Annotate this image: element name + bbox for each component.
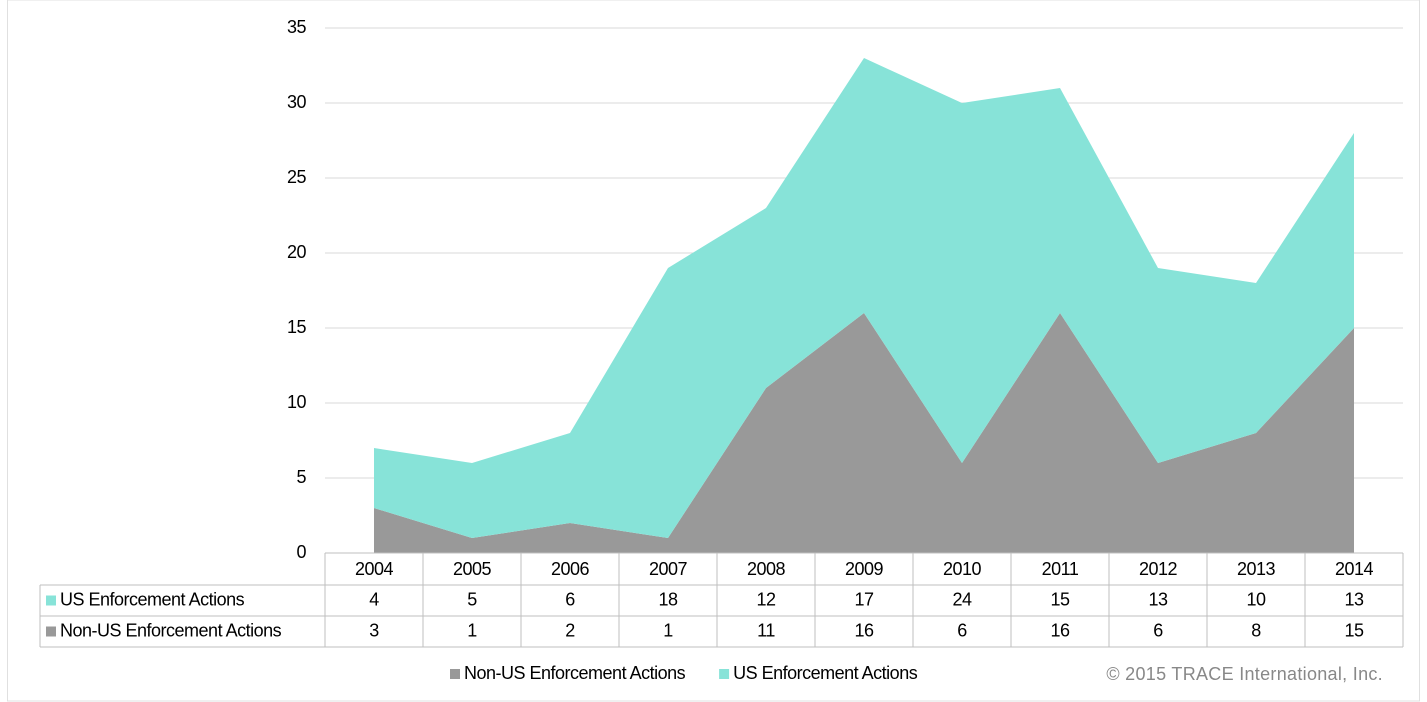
x-tick-label: 2013 (1237, 559, 1276, 579)
table-cell: 5 (467, 589, 477, 609)
table-cell: 3 (369, 620, 379, 640)
x-tick-label: 2008 (747, 559, 786, 579)
table-cell: 8 (1251, 620, 1261, 640)
table-cell: 6 (565, 589, 575, 609)
frame (7, 0, 1420, 702)
table-cell: 13 (1148, 589, 1168, 609)
x-tick-label: 2005 (453, 559, 492, 579)
legend-label: US Enforcement Actions (733, 663, 918, 683)
x-tick-label: 2012 (1139, 559, 1178, 579)
area (374, 313, 1354, 553)
legend-swatch (450, 669, 460, 679)
x-tick-label: 2011 (1042, 559, 1079, 579)
x-tick-label: 2014 (1335, 559, 1374, 579)
y-tick-label: 5 (296, 467, 306, 487)
x-tick-label: 2007 (649, 559, 688, 579)
table-cell: 16 (854, 620, 874, 640)
y-tick-label: 30 (287, 92, 307, 112)
table-row-label: Non-US Enforcement Actions (60, 620, 282, 640)
table-cell: 15 (1344, 620, 1364, 640)
x-tick-label: 2006 (551, 559, 590, 579)
table-cell: 15 (1050, 589, 1070, 609)
table-cell: 17 (854, 589, 874, 609)
x-tick-label: 2009 (845, 559, 884, 579)
table-cell: 1 (467, 620, 477, 640)
table-cell: 13 (1344, 589, 1364, 609)
legend-swatch (46, 626, 56, 637)
table-cell: 6 (1153, 620, 1163, 640)
table-cell: 6 (957, 620, 967, 640)
y-tick-label: 25 (287, 167, 307, 187)
y-tick-label: 10 (287, 392, 307, 412)
legend-label: Non-US Enforcement Actions (464, 663, 686, 683)
legend-swatch (719, 669, 730, 679)
y-tick-label: 20 (287, 242, 307, 262)
y-tick-label: 15 (287, 317, 307, 337)
x-tick-label: 2010 (943, 559, 982, 579)
table-cell: 16 (1050, 620, 1070, 640)
table-cell: 11 (757, 620, 775, 640)
credit: © 2015 TRACE International, Inc. (1106, 664, 1383, 684)
legend-swatch (46, 595, 56, 606)
table-cell: 10 (1246, 589, 1266, 609)
area (374, 58, 1354, 538)
x-tick-label: 2004 (355, 559, 394, 579)
table-cell: 18 (658, 589, 678, 609)
table-cell: 2 (565, 620, 575, 640)
table-row-label: US Enforcement Actions (60, 589, 245, 609)
table-cell: 4 (369, 589, 379, 609)
table-cell: 1 (663, 620, 673, 640)
y-tick-label: 35 (287, 17, 307, 37)
table-cell: 24 (952, 589, 972, 609)
y-tick-label: 0 (296, 542, 306, 562)
table-cell: 12 (756, 589, 776, 609)
